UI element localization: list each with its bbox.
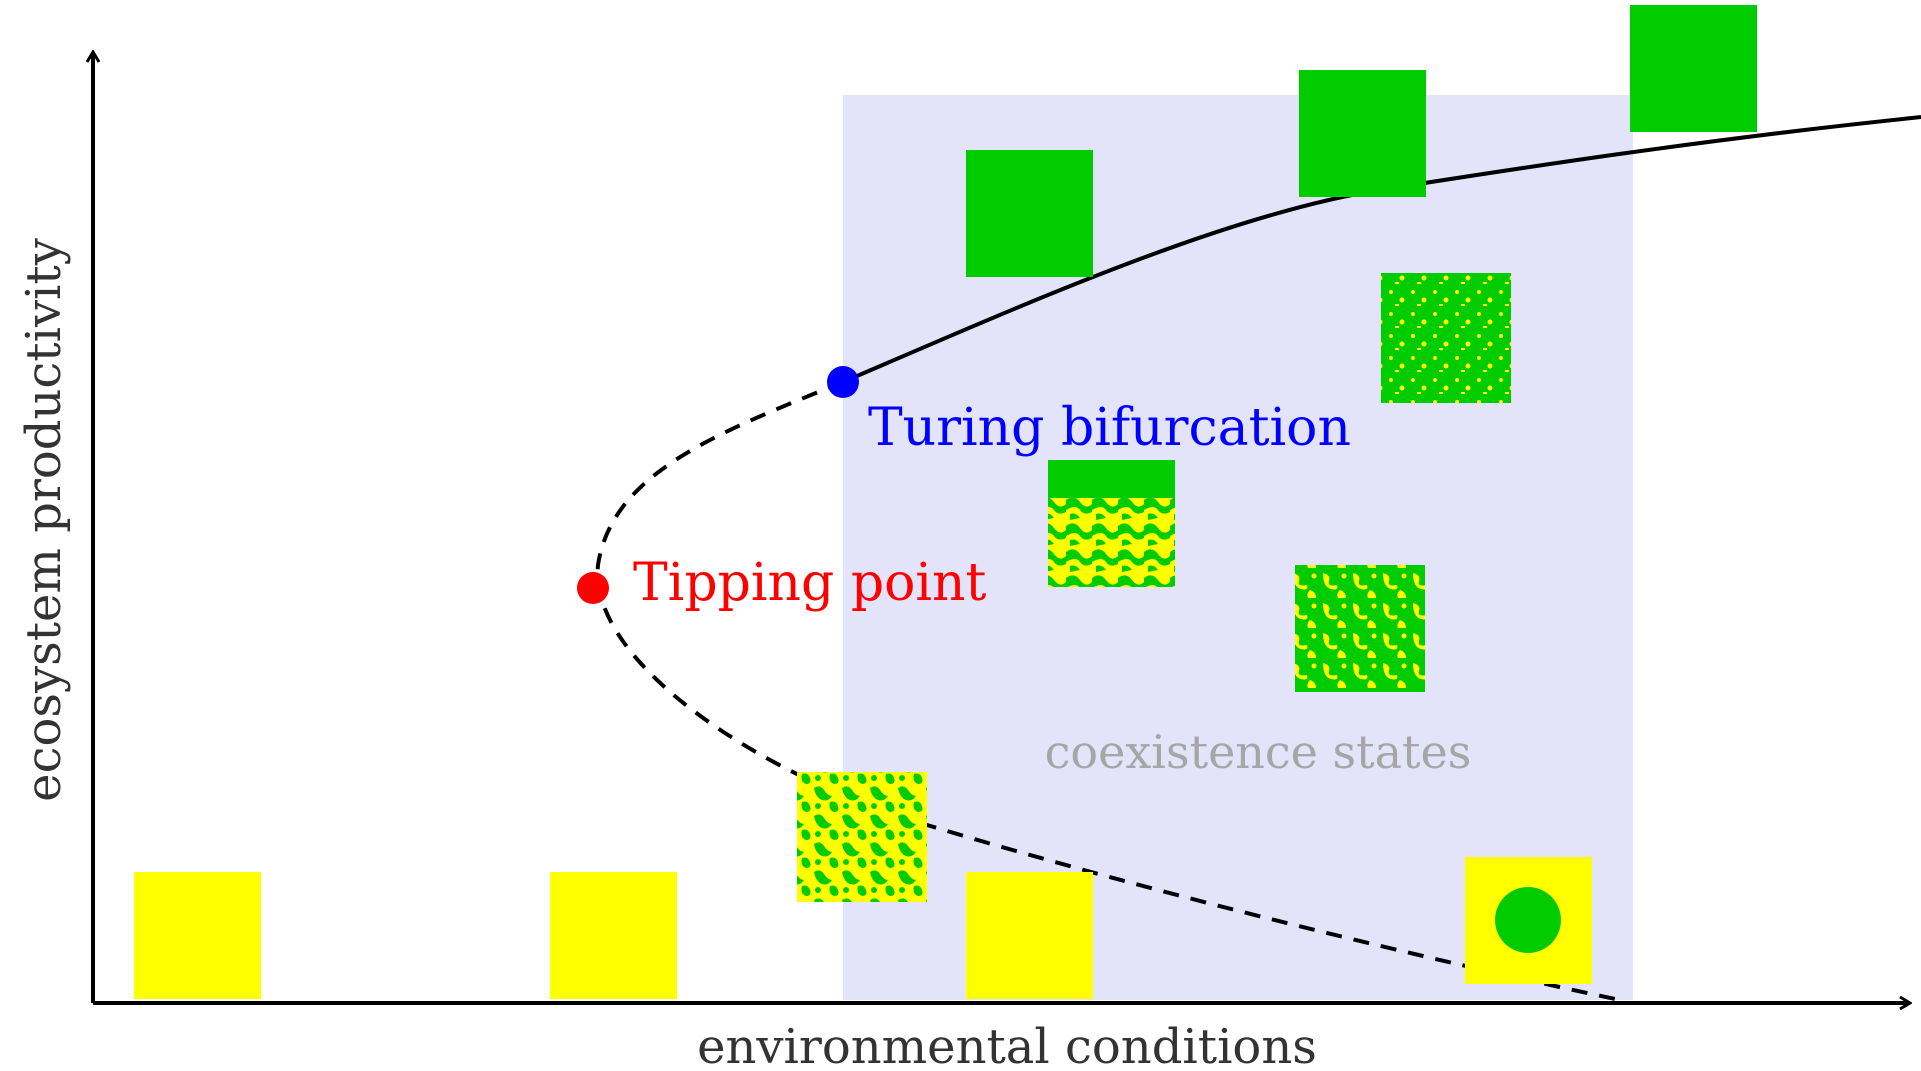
bare-state-square xyxy=(134,872,261,999)
tipping-point-marker xyxy=(577,572,609,604)
vegetated-state-square xyxy=(1299,70,1426,197)
spot-pattern-square xyxy=(797,772,927,902)
tipping-point-label: Tipping point xyxy=(633,553,987,613)
coexistence-states-label: coexistence states xyxy=(1045,725,1472,779)
single-spot-square xyxy=(1465,857,1592,984)
turing-bifurcation-point xyxy=(827,366,859,398)
bare-state-square xyxy=(550,872,677,999)
transition-pattern-square xyxy=(1048,460,1175,587)
vegetated-state-square xyxy=(1630,5,1757,132)
bare-state-square xyxy=(966,872,1093,999)
turing-bifurcation-label: Turing bifurcation xyxy=(868,398,1351,458)
gap-pattern-square xyxy=(1381,273,1511,403)
x-axis-label: environmental conditions xyxy=(697,1019,1317,1071)
unstable-branch-curve xyxy=(595,380,1621,1002)
vegetated-state-square xyxy=(966,150,1093,277)
labyrinth-pattern-square xyxy=(1295,565,1425,692)
y-axis-label: ecosystem productivity xyxy=(16,238,72,802)
